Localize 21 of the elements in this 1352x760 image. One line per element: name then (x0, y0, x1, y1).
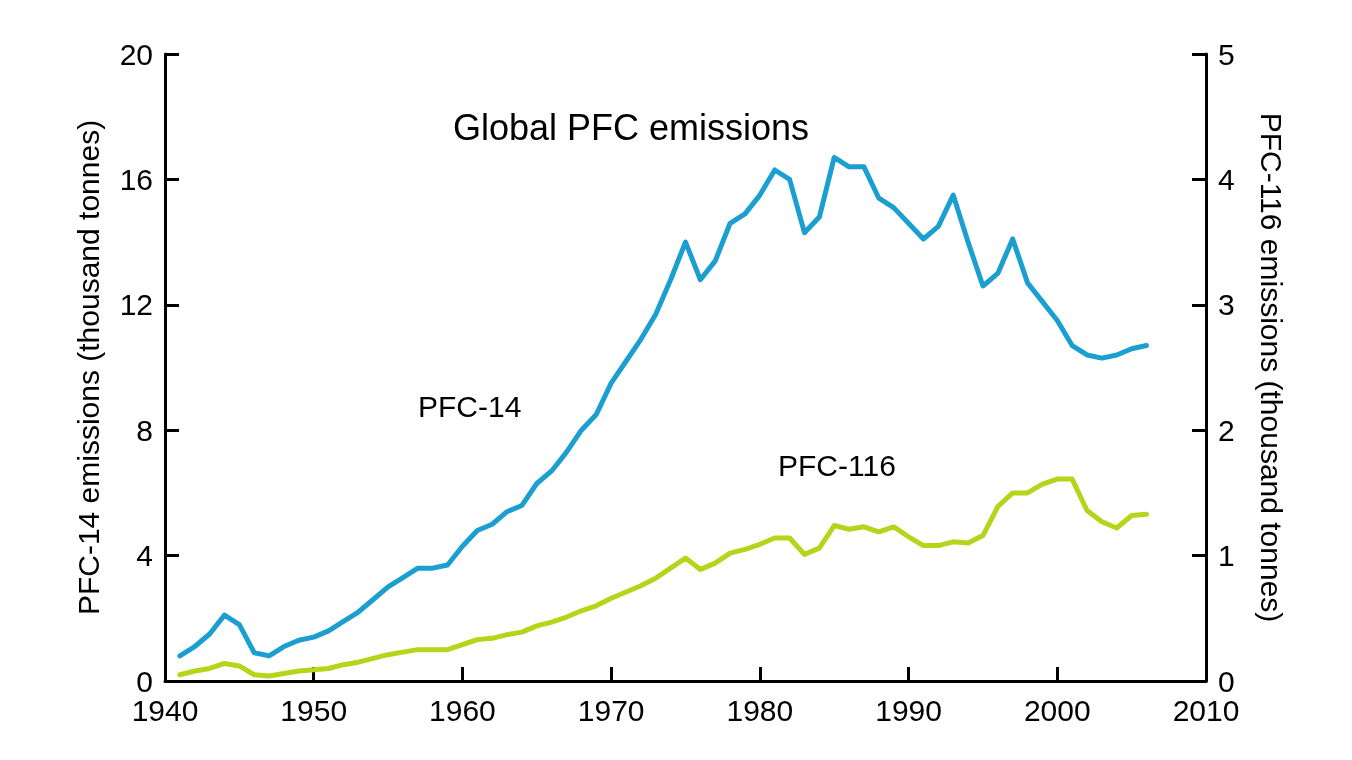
y2-tick-label: 5 (1218, 37, 1235, 71)
x-tick-label: 1960 (429, 693, 496, 727)
y2-tick-label: 2 (1218, 413, 1235, 447)
x-tick-label: 1970 (577, 693, 645, 727)
y-tick-label: 4 (136, 539, 153, 573)
y-axis-title: PFC-14 emissions (thousand tonnes) (71, 119, 105, 616)
x-tick-label: 1990 (875, 693, 942, 727)
x-tick-label: 1950 (280, 693, 348, 727)
y-tick-label: 16 (119, 162, 153, 196)
series-label: PFC-14 (418, 389, 522, 423)
x-tick-label: 1980 (726, 693, 794, 727)
y-tick-label: 20 (119, 37, 153, 71)
series-label: PFC-116 (778, 448, 896, 482)
x-tick-label: 2000 (1023, 693, 1091, 727)
y2-axis-title: PFC-116 emissions (thousand tonnes) (1254, 112, 1288, 623)
y2-tick-label: 4 (1218, 162, 1235, 196)
y-tick-label: 12 (119, 288, 153, 322)
y-tick-label: 8 (136, 413, 153, 447)
y2-tick-label: 3 (1218, 288, 1235, 322)
text: Global PFC emissions (453, 106, 810, 148)
y2-tick-label: 1 (1218, 539, 1235, 573)
